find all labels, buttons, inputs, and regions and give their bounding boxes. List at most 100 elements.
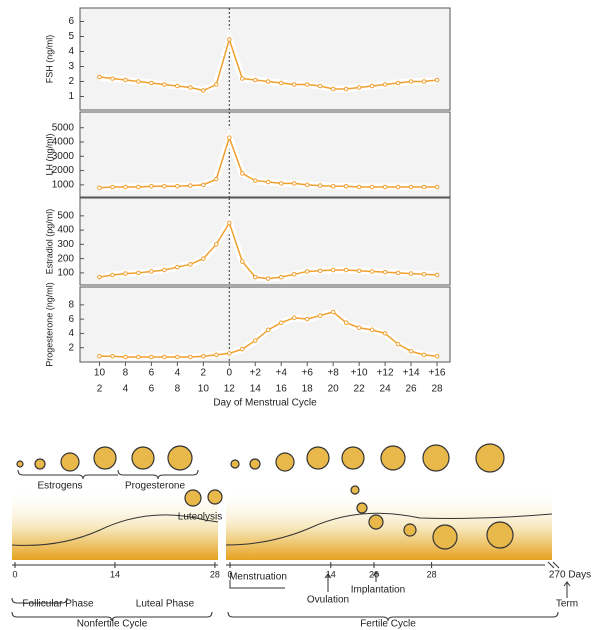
panel <box>80 287 450 362</box>
point <box>150 81 154 85</box>
y-tick-label: 5000 <box>52 122 75 133</box>
x-tick-label: 26 <box>405 384 417 395</box>
point <box>344 184 348 188</box>
point <box>124 355 128 359</box>
point <box>240 260 244 264</box>
point <box>215 353 219 357</box>
point <box>370 84 374 88</box>
point <box>253 275 257 279</box>
point <box>305 270 309 274</box>
point <box>227 221 231 225</box>
point <box>331 184 335 188</box>
point <box>240 77 244 81</box>
point <box>111 354 115 358</box>
point <box>202 354 206 358</box>
y-tick-label: 400 <box>57 225 74 236</box>
point <box>422 273 426 277</box>
x-tick-label-top: +6 <box>301 368 313 379</box>
day-label: 14 <box>326 569 336 579</box>
point <box>305 317 309 321</box>
point <box>292 273 296 277</box>
point <box>227 352 231 356</box>
point <box>253 339 257 343</box>
x-tick-label: 10 <box>198 384 210 395</box>
y-tick-label: 1 <box>68 91 74 102</box>
point <box>189 184 193 188</box>
point <box>202 183 206 187</box>
point <box>124 185 128 189</box>
y-tick-label: 4 <box>68 46 74 57</box>
term-day-label: 270 Days <box>549 570 591 581</box>
day-label: 0 <box>12 569 17 579</box>
point <box>227 136 231 140</box>
point <box>292 316 296 320</box>
point <box>383 185 387 189</box>
point <box>344 268 348 272</box>
y-tick-label: 6 <box>68 16 74 27</box>
point <box>305 83 309 87</box>
x-tick-label-top: 8 <box>123 368 129 379</box>
point <box>137 271 141 275</box>
point <box>409 185 413 189</box>
axis-break <box>548 562 559 568</box>
phase-label: Luteal Phase <box>136 599 195 610</box>
event-label: Menstruation <box>229 572 287 583</box>
x-tick-label-top: 2 <box>201 368 207 379</box>
y-tick-label: 500 <box>57 210 74 221</box>
point <box>98 275 102 279</box>
point <box>435 354 439 358</box>
point <box>266 180 270 184</box>
point <box>176 265 180 269</box>
point <box>111 273 115 277</box>
luteolysis-label: Luteolysis <box>178 512 222 523</box>
point <box>331 310 335 314</box>
point <box>396 185 400 189</box>
point <box>98 354 102 358</box>
x-tick-label: 6 <box>149 384 155 395</box>
point <box>370 185 374 189</box>
point <box>331 268 335 272</box>
y-tick-label: 3000 <box>52 151 75 162</box>
point <box>435 273 439 277</box>
x-tick-label: 28 <box>431 384 443 395</box>
y-tick-label: 100 <box>57 268 74 279</box>
point <box>150 270 154 274</box>
point <box>292 83 296 87</box>
y-tick-label: 300 <box>57 239 74 250</box>
point <box>189 263 193 267</box>
point <box>396 271 400 275</box>
x-tick-label: 20 <box>328 384 340 395</box>
point <box>189 86 193 90</box>
point <box>215 243 219 247</box>
y-tick-label: 200 <box>57 253 74 264</box>
point <box>111 185 115 189</box>
x-tick-label: 8 <box>175 384 181 395</box>
x-tick-label: 18 <box>302 384 314 395</box>
point <box>409 349 413 353</box>
point <box>163 184 167 188</box>
point <box>370 270 374 274</box>
point <box>422 80 426 84</box>
point <box>344 87 348 91</box>
x-tick-label: 16 <box>276 384 288 395</box>
x-tick-label-top: 0 <box>227 368 233 379</box>
point <box>383 83 387 87</box>
x-tick-label-top: 6 <box>149 368 155 379</box>
point <box>163 355 167 359</box>
point <box>357 269 361 273</box>
point <box>124 78 128 82</box>
point <box>409 272 413 276</box>
hormone-label: Estrogens <box>37 481 82 492</box>
y-axis-label: Progesterone (ng/ml) <box>44 282 54 367</box>
point <box>253 179 257 183</box>
x-tick-label-top: +4 <box>276 368 288 379</box>
point <box>98 186 102 190</box>
x-tick-label: 12 <box>224 384 236 395</box>
event-label: Implantation <box>351 585 405 596</box>
point <box>331 87 335 91</box>
day-label: 14 <box>110 569 120 579</box>
point <box>344 321 348 325</box>
point <box>292 182 296 186</box>
x-tick-label-top: +8 <box>327 368 339 379</box>
point <box>124 272 128 276</box>
